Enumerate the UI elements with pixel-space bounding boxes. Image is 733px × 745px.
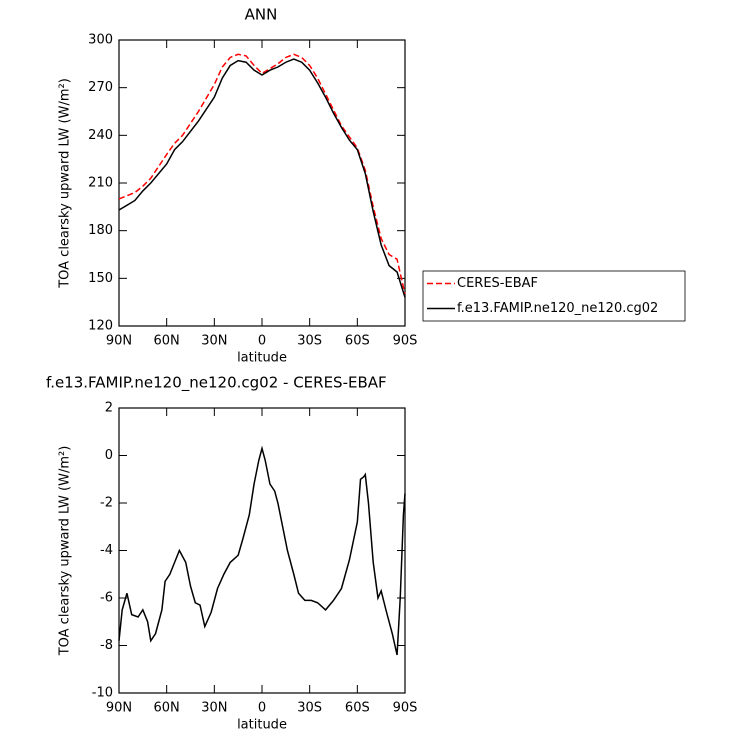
- data-line: [118, 58, 406, 298]
- legend-label: f.e13.FAMIP.ne120_ne120.cg02: [457, 301, 658, 316]
- x-tick-label: 30S: [297, 701, 322, 716]
- y-tick-label: -10: [92, 686, 113, 701]
- x-tick-label: 60S: [345, 701, 370, 716]
- x-tick-label: 60S: [345, 334, 370, 349]
- y-axis-label: TOA clearsky upward LW (W/m²): [58, 78, 73, 289]
- y-tick-label: 150: [88, 271, 113, 286]
- y-tick-label: -2: [100, 496, 113, 511]
- y-tick-label: 270: [88, 80, 113, 95]
- y-axis-label: TOA clearsky upward LW (W/m²): [58, 446, 73, 657]
- y-tick-label: 180: [88, 223, 113, 238]
- chart-title: f.e13.FAMIP.ne120_ne120.cg02 - CERES-EBA…: [46, 374, 387, 393]
- x-axis-label: latitude: [237, 351, 287, 366]
- legend-label: CERES-EBAF: [457, 276, 538, 291]
- chart-title: ANN: [245, 6, 278, 24]
- y-tick-label: -4: [100, 543, 113, 558]
- y-tick-label: 2: [105, 401, 113, 416]
- x-tick-label: 30S: [297, 334, 322, 349]
- plot-frame: [118, 39, 406, 327]
- x-tick-label: 60N: [154, 701, 180, 716]
- y-tick-label: 210: [88, 176, 113, 191]
- x-tick-label: 30N: [201, 334, 227, 349]
- data-line: [118, 53, 406, 295]
- x-tick-label: 90S: [393, 701, 418, 716]
- x-tick-label: 90N: [106, 701, 132, 716]
- x-tick-label: 0: [258, 701, 266, 716]
- x-tick-label: 0: [258, 334, 266, 349]
- x-tick-label: 90N: [106, 334, 132, 349]
- y-tick-label: 0: [105, 448, 113, 463]
- x-tick-label: 90S: [393, 334, 418, 349]
- x-axis-label: latitude: [237, 718, 287, 733]
- legend-box: [422, 270, 686, 322]
- y-tick-label: 240: [88, 128, 113, 143]
- y-tick-label: -6: [100, 591, 113, 606]
- data-line: [118, 445, 406, 656]
- x-tick-label: 60N: [154, 334, 180, 349]
- y-tick-label: -8: [100, 638, 113, 653]
- y-tick-label: 120: [88, 319, 113, 334]
- y-tick-label: 300: [88, 33, 113, 48]
- x-tick-label: 30N: [201, 701, 227, 716]
